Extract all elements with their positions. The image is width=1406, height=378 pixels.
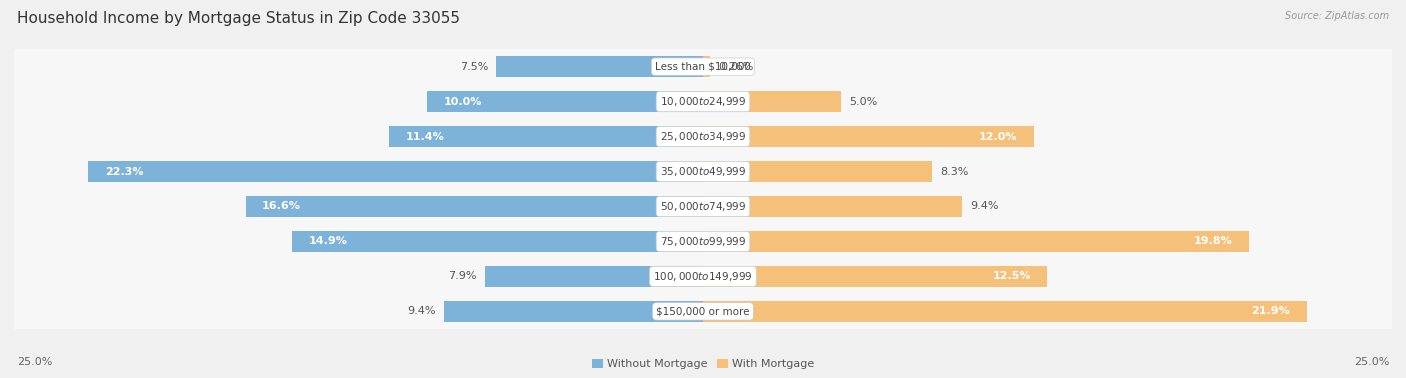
Bar [292, 231, 703, 252]
FancyBboxPatch shape [11, 292, 1395, 330]
Text: 14.9%: 14.9% [309, 237, 347, 246]
Text: $50,000 to $74,999: $50,000 to $74,999 [659, 200, 747, 213]
Bar [703, 56, 710, 77]
Bar [496, 56, 703, 77]
Bar [703, 196, 962, 217]
Text: 7.5%: 7.5% [460, 62, 488, 71]
Bar [444, 301, 703, 322]
FancyBboxPatch shape [13, 293, 1393, 330]
Text: 9.4%: 9.4% [408, 307, 436, 316]
Bar [703, 91, 841, 112]
Bar [389, 126, 703, 147]
FancyBboxPatch shape [11, 222, 1395, 260]
Text: 10.0%: 10.0% [444, 97, 482, 107]
Bar [703, 301, 1306, 322]
Text: $75,000 to $99,999: $75,000 to $99,999 [659, 235, 747, 248]
Text: 25.0%: 25.0% [1354, 357, 1389, 367]
Text: $150,000 or more: $150,000 or more [657, 307, 749, 316]
Text: $10,000 to $24,999: $10,000 to $24,999 [659, 95, 747, 108]
FancyBboxPatch shape [11, 257, 1395, 296]
FancyBboxPatch shape [11, 187, 1395, 226]
Bar [703, 231, 1249, 252]
Text: Household Income by Mortgage Status in Zip Code 33055: Household Income by Mortgage Status in Z… [17, 11, 460, 26]
Legend: Without Mortgage, With Mortgage: Without Mortgage, With Mortgage [588, 355, 818, 374]
Bar [246, 196, 703, 217]
FancyBboxPatch shape [13, 223, 1393, 260]
Text: 0.26%: 0.26% [718, 62, 754, 71]
FancyBboxPatch shape [11, 152, 1395, 191]
Text: 19.8%: 19.8% [1194, 237, 1232, 246]
Text: Less than $10,000: Less than $10,000 [655, 62, 751, 71]
Text: $100,000 to $149,999: $100,000 to $149,999 [654, 270, 752, 283]
Text: 25.0%: 25.0% [17, 357, 52, 367]
Text: 11.4%: 11.4% [405, 132, 444, 141]
Text: $35,000 to $49,999: $35,000 to $49,999 [659, 165, 747, 178]
Text: 12.5%: 12.5% [993, 271, 1031, 281]
FancyBboxPatch shape [13, 258, 1393, 295]
FancyBboxPatch shape [13, 153, 1393, 190]
Text: 9.4%: 9.4% [970, 201, 998, 211]
Bar [485, 266, 703, 287]
Text: 12.0%: 12.0% [979, 132, 1017, 141]
Bar [703, 266, 1047, 287]
FancyBboxPatch shape [13, 118, 1393, 155]
Bar [89, 161, 703, 182]
Bar [703, 126, 1033, 147]
Text: 22.3%: 22.3% [105, 167, 143, 177]
FancyBboxPatch shape [11, 48, 1395, 86]
Text: 8.3%: 8.3% [941, 167, 969, 177]
Text: 5.0%: 5.0% [849, 97, 877, 107]
Text: 16.6%: 16.6% [262, 201, 301, 211]
FancyBboxPatch shape [11, 118, 1395, 156]
FancyBboxPatch shape [13, 48, 1393, 85]
Text: 7.9%: 7.9% [449, 271, 477, 281]
FancyBboxPatch shape [13, 188, 1393, 225]
Bar [703, 161, 932, 182]
Text: $25,000 to $34,999: $25,000 to $34,999 [659, 130, 747, 143]
FancyBboxPatch shape [11, 82, 1395, 121]
Text: Source: ZipAtlas.com: Source: ZipAtlas.com [1285, 11, 1389, 21]
Bar [427, 91, 703, 112]
Text: 21.9%: 21.9% [1251, 307, 1289, 316]
FancyBboxPatch shape [13, 83, 1393, 120]
